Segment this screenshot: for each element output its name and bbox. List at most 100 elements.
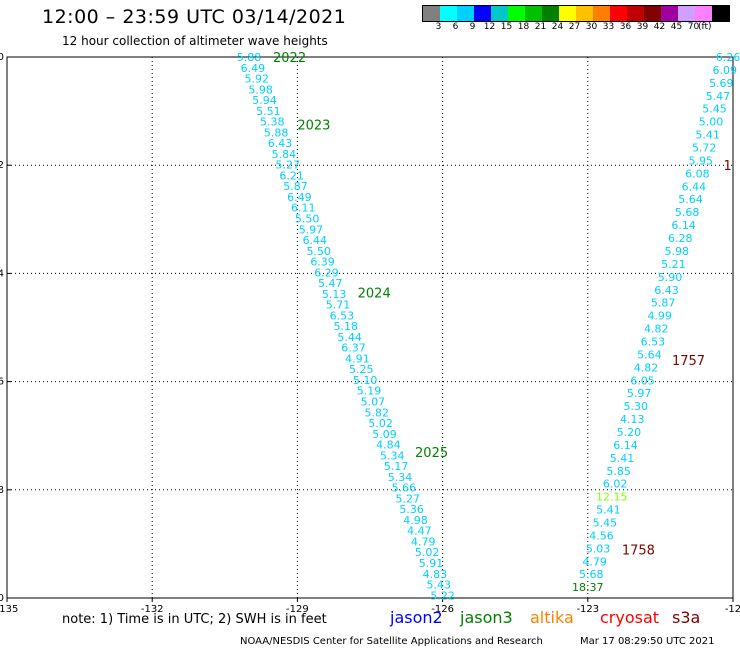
wave-height-label: 6.53: [330, 309, 355, 322]
wave-height-label: 5.95: [689, 154, 714, 167]
wave-height-label: 5.71: [326, 299, 351, 312]
legend-jason3: jason3: [460, 608, 513, 627]
wave-height-label: 5.43: [426, 579, 451, 592]
time-label: 1757: [672, 354, 705, 369]
scale-label: 30: [585, 22, 598, 32]
wave-height-label: 5.45: [593, 517, 618, 530]
legend-jason2: jason2: [390, 608, 443, 627]
wave-height-label: 4.79: [411, 535, 436, 548]
y-tick-label: -18: [0, 485, 4, 496]
wave-height-label: 5.13: [322, 288, 347, 301]
wave-height-label: 5.36: [399, 503, 424, 516]
scale-label: 21: [534, 22, 547, 32]
wave-height-label: 5.64: [678, 193, 703, 206]
wave-height-label: 5.22: [430, 589, 455, 602]
plot-frame: [6, 56, 734, 599]
x-tick-label: -132: [141, 604, 164, 615]
x-tick-label: -129: [286, 604, 309, 615]
wave-height-label: 12.15: [596, 491, 628, 504]
wave-height-label: 6.09: [712, 64, 737, 77]
wave-height-label: 5.85: [606, 465, 631, 478]
time-label: 2025: [415, 446, 448, 461]
wave-height-label: 5.98: [665, 245, 690, 258]
wave-height-label: 5.64: [637, 348, 662, 361]
wave-height-label: 5.94: [252, 94, 277, 107]
wave-height-label: 6.14: [613, 439, 638, 452]
x-tick-label: -123: [576, 604, 599, 615]
wave-height-label: 5.82: [365, 406, 390, 419]
wave-height-label: 5.21: [661, 258, 686, 271]
scale-label: 18: [517, 22, 530, 32]
time-label: 2024: [358, 286, 391, 301]
scale-label: 24: [551, 22, 564, 32]
scale-swatch: [457, 6, 474, 21]
y-tick-label: -16: [0, 377, 4, 388]
credit-timestamp: Mar 17 08:29:50 UTC 2021: [580, 636, 715, 647]
wave-height-label: 5.20: [617, 426, 642, 439]
scale-swatch: [440, 6, 457, 21]
time-label: 1: [724, 159, 732, 174]
wave-height-label: 5.17: [384, 460, 409, 473]
y-tick-label: -10: [0, 52, 4, 63]
wave-height-label: 5.92: [244, 73, 269, 86]
chart-subtitle: 12 hour collection of altimeter wave hei…: [62, 34, 328, 48]
wave-height-label: 6.53: [641, 335, 666, 348]
wave-height-label: 5.84: [272, 148, 297, 161]
wave-height-label: 5.27: [275, 159, 300, 172]
wave-height-label: 6.05: [630, 374, 655, 387]
wave-height-label: 5.10: [353, 374, 378, 387]
wave-height-label: 4.91: [345, 352, 370, 365]
wave-height-label: 5.09: [372, 428, 397, 441]
wave-height-label: 6.39: [310, 256, 335, 269]
wave-height-label: 5.98: [248, 83, 273, 96]
time-label: 2022: [273, 51, 306, 66]
wave-height-label: 5.03: [586, 542, 611, 555]
note-text: note: 1) Time is in UTC; 2) SWH is in fe…: [62, 612, 327, 627]
wave-height-label: 5.69: [709, 77, 734, 90]
wave-height-label: 5.18: [334, 320, 359, 333]
x-tick-label: -126: [431, 604, 454, 615]
time-label: 2023: [297, 119, 330, 134]
scale-swatch: [508, 6, 525, 21]
wave-height-label: 6.43: [268, 137, 293, 150]
wave-height-label: 6.02: [603, 478, 628, 491]
wave-height-label: 6.43: [654, 284, 679, 297]
wave-height-label: 4.84: [376, 439, 401, 452]
wave-height-label: 5.97: [627, 387, 652, 400]
wave-height-label: 6.14: [671, 219, 696, 232]
scale-label: 3: [435, 22, 442, 32]
wave-height-label: 4.82: [634, 361, 659, 374]
wave-height-label: 6.44: [682, 180, 707, 193]
wave-height-label: 6.49: [287, 191, 312, 204]
wave-height-label: 4.13: [620, 413, 645, 426]
wave-height-label: 5.00: [699, 116, 724, 129]
scale-swatch: [491, 6, 508, 21]
wave-height-label: 5.50: [306, 245, 331, 258]
x-tick-label: -12: [725, 604, 740, 615]
wave-height-label: 5.27: [396, 492, 421, 505]
wave-height-label: 6.08: [685, 167, 710, 180]
wave-height-label: 5.47: [318, 277, 343, 290]
wave-height-label: 5.91: [419, 557, 444, 570]
wave-height-label: 5.88: [264, 126, 289, 139]
wave-height-label: 5.02: [368, 417, 393, 430]
scale-swatch: [576, 6, 593, 21]
wave-height-label: 5.72: [692, 142, 717, 155]
scale-swatch: [627, 6, 644, 21]
scale-swatch: [525, 6, 542, 21]
wave-height-label: 6.37: [341, 342, 366, 355]
wave-height-label: 5.34: [388, 471, 413, 484]
scale-label: 39: [636, 22, 649, 32]
wave-height-label: 6.29: [314, 266, 339, 279]
wave-height-label: 5.41: [596, 504, 621, 517]
wave-height-label: 6.44: [303, 234, 328, 247]
legend-altika: altika: [530, 608, 574, 627]
y-tick-label: -20: [0, 593, 4, 604]
wave-height-label: 4.82: [644, 323, 669, 336]
scale-label: 6: [452, 22, 459, 32]
color-scale-bar: [422, 5, 730, 22]
scale-swatch: [678, 6, 695, 21]
wave-height-label: 5.87: [651, 297, 676, 310]
wave-height-label: 5.87: [283, 180, 308, 193]
